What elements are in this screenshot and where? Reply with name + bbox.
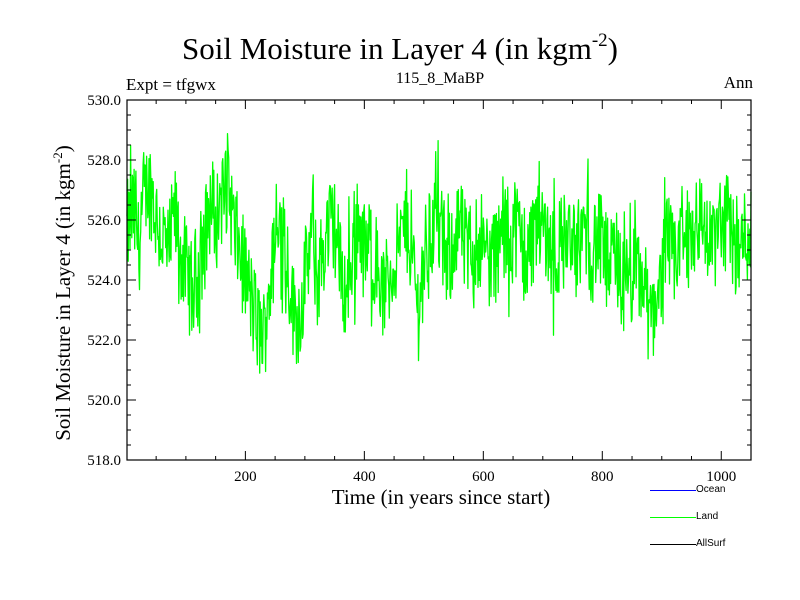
y-axis-label: Soil Moisture in Layer 4 (in kgm-2) [50,145,75,441]
x-tick-label: 200 [234,469,257,485]
x-tick-label: 1000 [706,469,736,485]
chart-subtitle: 115_8_MaBP [395,70,485,87]
chart-title: Soil Moisture in Layer 4 (in kgm-2) [182,30,618,66]
x-tick-label: 800 [591,469,614,485]
x-tick-label: 600 [472,469,495,485]
season-label: Ann [723,73,753,92]
plot-frame [126,99,752,461]
series-line-land [126,132,752,374]
legend-line-ocean [650,490,696,491]
experiment-label: Expt = tfgwx [126,75,216,94]
x-axis-label: Time (in years since start) [331,485,551,509]
legend-label-ocean: Ocean [696,484,726,495]
axis-ticks-group: 518.0 520.0 522.0 524.0 526.0 528.0 530.0 200 40… [87,93,751,485]
y-tick-label: 522.0 [87,333,121,349]
y-tick-label: 528.0 [87,153,121,169]
y-tick-label: 526.0 [87,213,121,229]
x-tick-label: 400 [353,469,376,485]
y-tick-label: 520.0 [87,393,121,409]
legend-line-land [650,517,696,518]
legend-label-land: Land [696,511,719,522]
legend-line-allsurf [650,544,696,545]
legend-label-allsurf: AllSurf [696,538,726,549]
y-tick-label: 518.0 [87,453,121,469]
land-series-group [126,132,752,374]
y-tick-label: 530.0 [87,93,121,109]
y-tick-label: 524.0 [87,273,121,289]
